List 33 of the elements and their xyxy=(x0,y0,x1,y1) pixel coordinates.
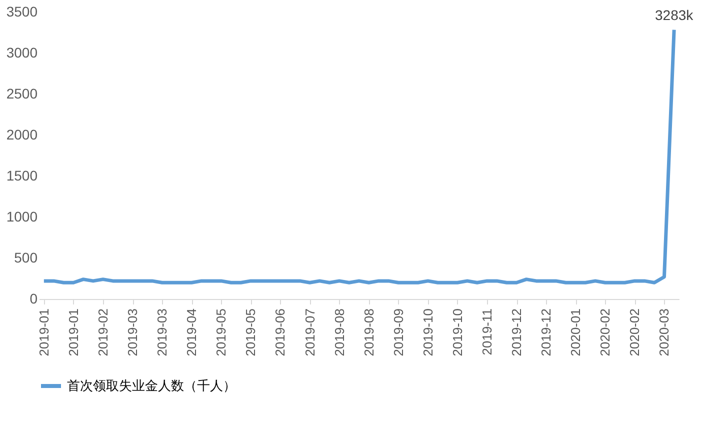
x-tick-label: 2019-09 xyxy=(390,308,406,356)
x-tick-label: 2019-03 xyxy=(154,308,170,356)
y-tick-label: 1500 xyxy=(6,168,38,184)
line-series xyxy=(42,28,676,284)
x-tick-label: 2019-11 xyxy=(480,308,494,356)
x-tick-label: 2020-01 xyxy=(568,308,584,356)
x-tick-label: 2019-05 xyxy=(214,308,229,356)
x-tick-label: 2019-08 xyxy=(361,308,376,356)
y-tick-label: 500 xyxy=(14,250,38,266)
x-tick-label: 2019-03 xyxy=(125,308,140,356)
x-tick-label: 2019-10 xyxy=(420,308,436,356)
x-tick-label: 2019-06 xyxy=(272,308,288,356)
x-tick-label: 2020-03 xyxy=(656,308,672,356)
x-tick-label: 2019-12 xyxy=(509,308,524,356)
x-tick-label: 2019-02 xyxy=(96,308,110,356)
x-tick-label: 2019-12 xyxy=(538,308,554,356)
x-tick-label: 2019-08 xyxy=(332,308,347,356)
y-tick-label: 3500 xyxy=(6,4,38,20)
y-tick-label: 3000 xyxy=(6,44,38,60)
x-tick-label: 2020-02 xyxy=(627,308,642,356)
x-tick-label: 2019-07 xyxy=(302,308,318,356)
x-tick-label: 2019-05 xyxy=(243,308,258,356)
y-tick-label: 2500 xyxy=(6,86,38,102)
x-tick-label: 2020-02 xyxy=(598,308,613,356)
y-tick-label: 1000 xyxy=(6,208,38,224)
y-tick-label: 0 xyxy=(30,290,38,306)
y-tick-label: 2000 xyxy=(6,126,38,142)
x-tick-label: 2019-01 xyxy=(66,308,81,356)
x-tick-label: 2019-01 xyxy=(36,308,52,356)
legend-label: 首次领取失业金人数（千人） xyxy=(67,378,236,393)
x-tick-label: 2019-04 xyxy=(184,308,200,356)
x-tick-label: 2019-10 xyxy=(450,308,465,356)
data-label: 3283k xyxy=(655,6,694,23)
